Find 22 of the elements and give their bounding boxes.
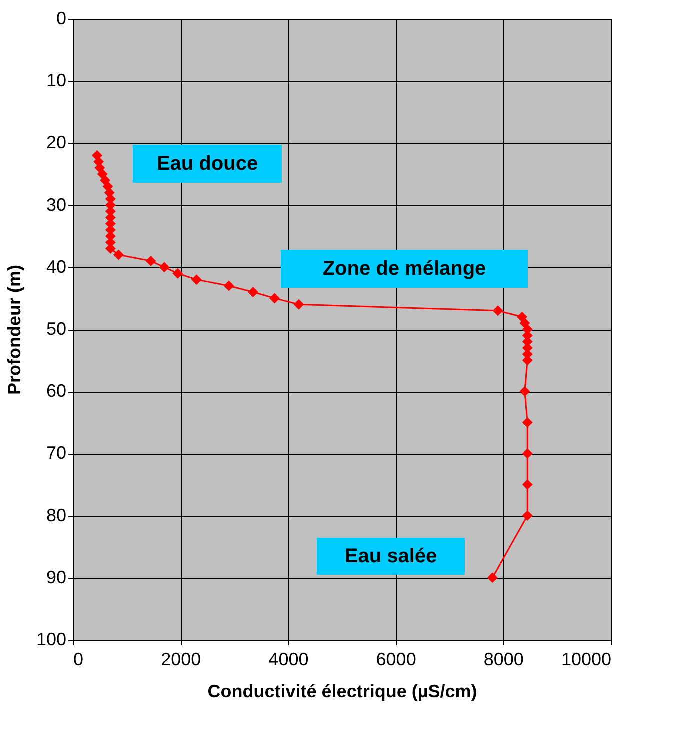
x-tick-label: 8000: [484, 650, 524, 670]
x-tick-label: 6000: [376, 650, 416, 670]
y-tick-label: 40: [46, 256, 66, 277]
annotation: Eau salée: [344, 546, 438, 568]
y-tick-label: 100: [36, 630, 66, 650]
x-tick-label: 2000: [161, 650, 202, 670]
y-tick-label: 50: [46, 319, 66, 339]
annotation: Eau douce: [156, 153, 258, 175]
y-tick-label: 10: [46, 70, 66, 91]
y-tick-label: 70: [46, 443, 66, 464]
y-axis-title: Profondeur (m): [4, 265, 24, 395]
y-tick-label: 90: [46, 567, 66, 588]
x-tick-label: 0: [74, 650, 84, 670]
y-tick-label: 30: [46, 194, 66, 215]
x-axis-title: Conductivité électrique (µS/cm): [208, 682, 478, 702]
y-tick-label: 80: [46, 505, 66, 526]
y-tick-label: 60: [46, 381, 66, 402]
x-tick-label: 4000: [268, 650, 309, 670]
x-tick-label: 10000: [561, 650, 612, 670]
annotation: Zone de mélange: [322, 258, 486, 280]
y-tick-label: 0: [56, 8, 66, 28]
y-tick-label: 20: [46, 132, 66, 153]
